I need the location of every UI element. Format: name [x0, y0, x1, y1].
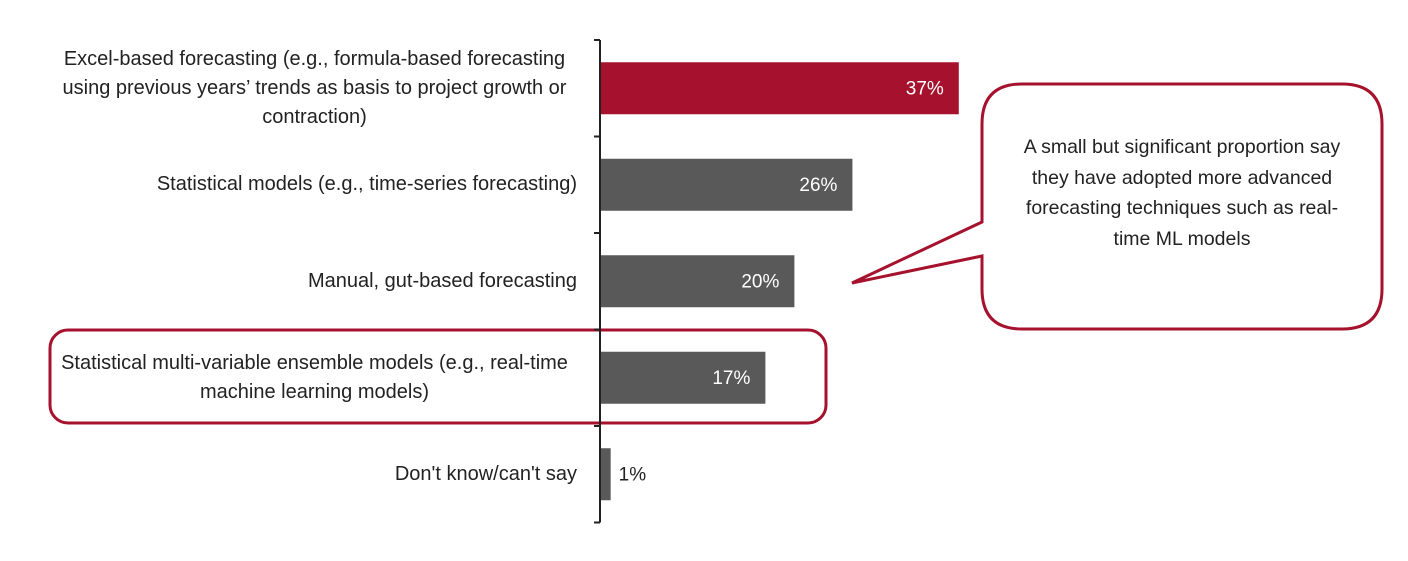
category-label: Statistical models (e.g., time-series fo… — [156, 173, 577, 195]
bar — [601, 255, 795, 308]
category-label: Excel-based forecasting (e.g., formula-b… — [62, 47, 567, 128]
category-box: Manual, gut-based forecasting — [17, 233, 577, 329]
category-box: Statistical multi-variable ensemble mode… — [17, 330, 577, 426]
value-label: 37% — [906, 78, 944, 99]
highlight-box — [48, 328, 828, 425]
category-box: Don't know/can't say — [17, 426, 577, 522]
bar — [601, 62, 959, 115]
value-label: 1% — [619, 464, 647, 485]
category-label: Don't know/can't say — [394, 462, 577, 485]
bar — [601, 351, 766, 404]
bar — [601, 158, 853, 211]
bar — [601, 448, 611, 501]
value-label: 17% — [712, 368, 750, 389]
category-box: Statistical models (e.g., time-series fo… — [17, 137, 577, 233]
annotation: A small but significant proportion say t… — [1023, 136, 1341, 250]
category-box: Excel-based forecasting (e.g., formula-b… — [17, 40, 577, 136]
value-label: 26% — [799, 175, 837, 196]
callout — [851, 82, 1384, 331]
category-label: Statistical multi-variable ensemble mode… — [61, 351, 568, 403]
value-label: 20% — [741, 271, 779, 292]
category-label: Manual, gut-based forecasting — [307, 269, 577, 292]
